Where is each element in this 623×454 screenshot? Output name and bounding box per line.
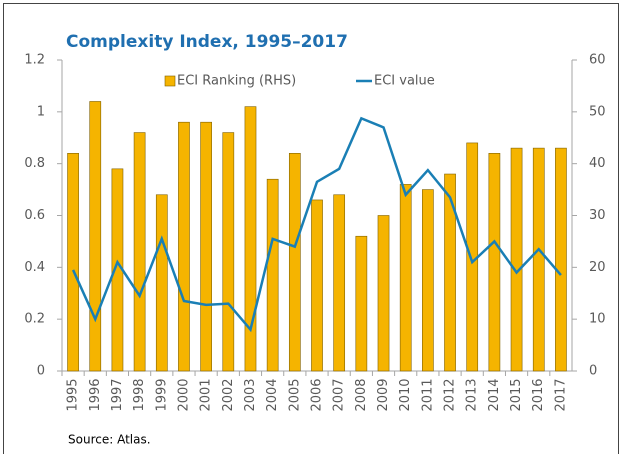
bar [67,153,79,372]
x-tick-label: 2006 [310,378,325,411]
bar [155,194,168,372]
x-tick-label: 2011 [420,378,435,411]
x-tick-label: 2013 [465,378,480,411]
x-tick-label: 2001 [199,378,214,411]
bar [200,121,212,372]
x-tick-label: 2015 [509,378,524,411]
x-tick-label: 2002 [221,378,236,411]
bar [178,121,190,372]
bar [422,189,434,372]
x-tick-label: 1998 [132,378,147,411]
x-tick-label: 2009 [376,378,391,411]
bar [355,235,368,372]
legend-swatch [164,75,176,87]
x-tick-label: 1997 [110,378,125,411]
y2-tick-label: 60 [589,53,606,68]
bar [266,178,279,372]
bar [89,101,102,372]
y-tick-label: 1.2 [24,53,45,68]
y2-tick-label: 20 [589,260,606,275]
y-tick-label: 0.8 [24,156,45,171]
chart-title: Complexity Index, 1995–2017 [66,32,348,52]
x-tick-label: 2003 [243,378,258,411]
x-tick-label: 1995 [66,378,81,411]
x-tick-label: 2008 [354,378,369,411]
y2-tick-label: 30 [589,208,606,223]
bar [444,173,456,372]
x-tick-label: 2012 [443,378,458,411]
bar [244,106,257,372]
x-tick-label: 1996 [88,378,103,411]
y2-tick-label: 50 [589,104,606,119]
x-tick-label: 2017 [553,378,568,411]
y2-tick-label: 0 [589,364,597,379]
legend-label: ECI Ranking (RHS) [177,74,296,89]
bar [133,132,146,372]
x-tick-label: 2016 [531,378,546,411]
frame [3,3,619,454]
bar [399,184,412,372]
bar [377,215,390,372]
y-tick-label: 0.2 [24,312,45,327]
x-tick-label: 2000 [176,378,191,411]
x-tick-label: 2010 [398,378,413,411]
x-tick-label: 1999 [154,378,169,411]
bar [311,199,323,372]
y-tick-label: 0.4 [24,260,45,275]
bar [555,147,567,372]
x-tick-label: 2014 [487,378,502,411]
bar [288,153,301,372]
y2-tick-label: 10 [589,312,606,327]
y-tick-label: 0.6 [24,208,45,223]
bar [532,147,545,372]
source-note: Source: Atlas. [68,433,151,447]
x-tick-label: 2007 [332,378,347,411]
bar [488,153,501,372]
bar [222,132,235,372]
line [71,116,562,333]
x-tick-label: 2005 [287,378,302,411]
y2-tick-label: 40 [589,156,606,171]
bar [333,194,346,372]
y-tick-label: 1 [37,104,45,119]
legend-label: ECI value [374,74,435,89]
x-tick-label: 2004 [265,378,280,411]
bar [510,147,523,372]
y-tick-label: 0 [37,364,45,379]
